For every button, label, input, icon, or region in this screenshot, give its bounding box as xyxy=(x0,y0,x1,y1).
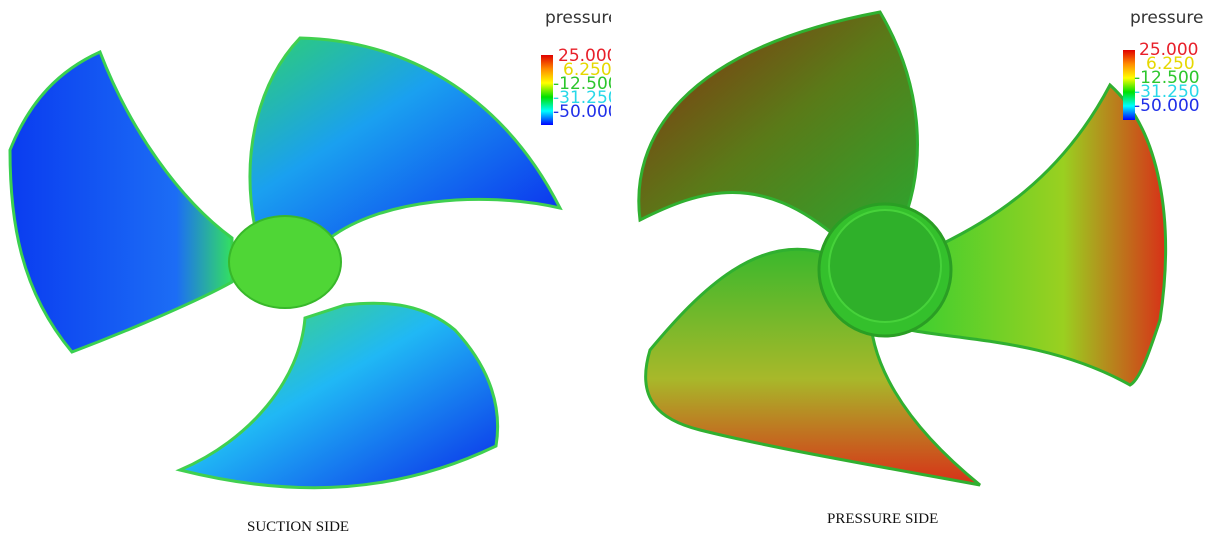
legend-title: pressure xyxy=(1130,8,1203,28)
blade xyxy=(10,52,232,352)
legend-label: -50.000 xyxy=(1134,99,1200,114)
colorbar xyxy=(541,55,553,125)
blade xyxy=(180,303,498,488)
blade xyxy=(910,85,1166,385)
blade xyxy=(250,38,560,238)
figure: pressure 25.000 6.250 -12.500 -31.250 -5… xyxy=(0,0,1232,537)
suction-panel: pressure 25.000 6.250 -12.500 -31.250 -5… xyxy=(0,0,611,537)
fan-render xyxy=(0,0,611,537)
legend-title: pressure xyxy=(545,8,611,28)
pressure-panel: pressure 25.000 6.250 -12.500 -31.250 -5… xyxy=(611,0,1232,537)
legend-label: -50.000 xyxy=(553,105,611,120)
caption: PRESSURE SIDE xyxy=(827,511,938,528)
hub xyxy=(229,216,341,308)
caption: SUCTION SIDE xyxy=(247,519,349,536)
hub-inner xyxy=(829,210,941,322)
